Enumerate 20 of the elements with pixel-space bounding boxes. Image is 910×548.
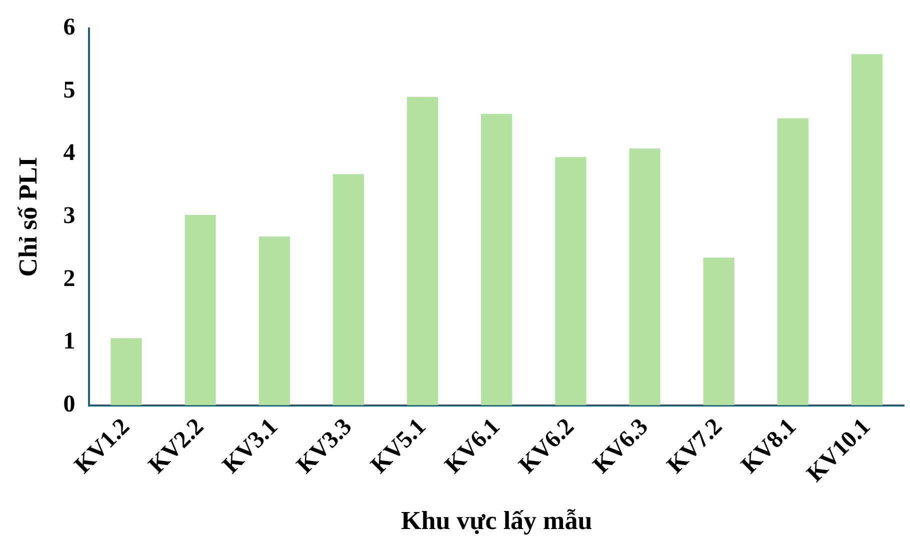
y-tick-label: 0 (63, 391, 76, 418)
bar (110, 338, 142, 406)
bar (851, 54, 883, 406)
y-tick-label: 3 (63, 203, 76, 230)
y-tick-label: 2 (63, 266, 76, 292)
y-tick-label: 1 (63, 328, 76, 355)
bar (332, 174, 364, 406)
y-axis-title: Chỉ số PLI (13, 156, 42, 277)
x-axis-title: Khu vực lấy mẫu (401, 506, 592, 536)
bar (629, 148, 660, 406)
bar (555, 157, 586, 406)
y-tick-label: 4 (63, 140, 76, 166)
bar (777, 118, 808, 406)
y-tick-label: 5 (63, 77, 76, 104)
y-tick-label: 6 (63, 14, 76, 41)
bar (406, 96, 438, 406)
bar (258, 236, 290, 406)
bar (481, 114, 512, 406)
bar (184, 214, 216, 406)
bar (703, 258, 734, 406)
